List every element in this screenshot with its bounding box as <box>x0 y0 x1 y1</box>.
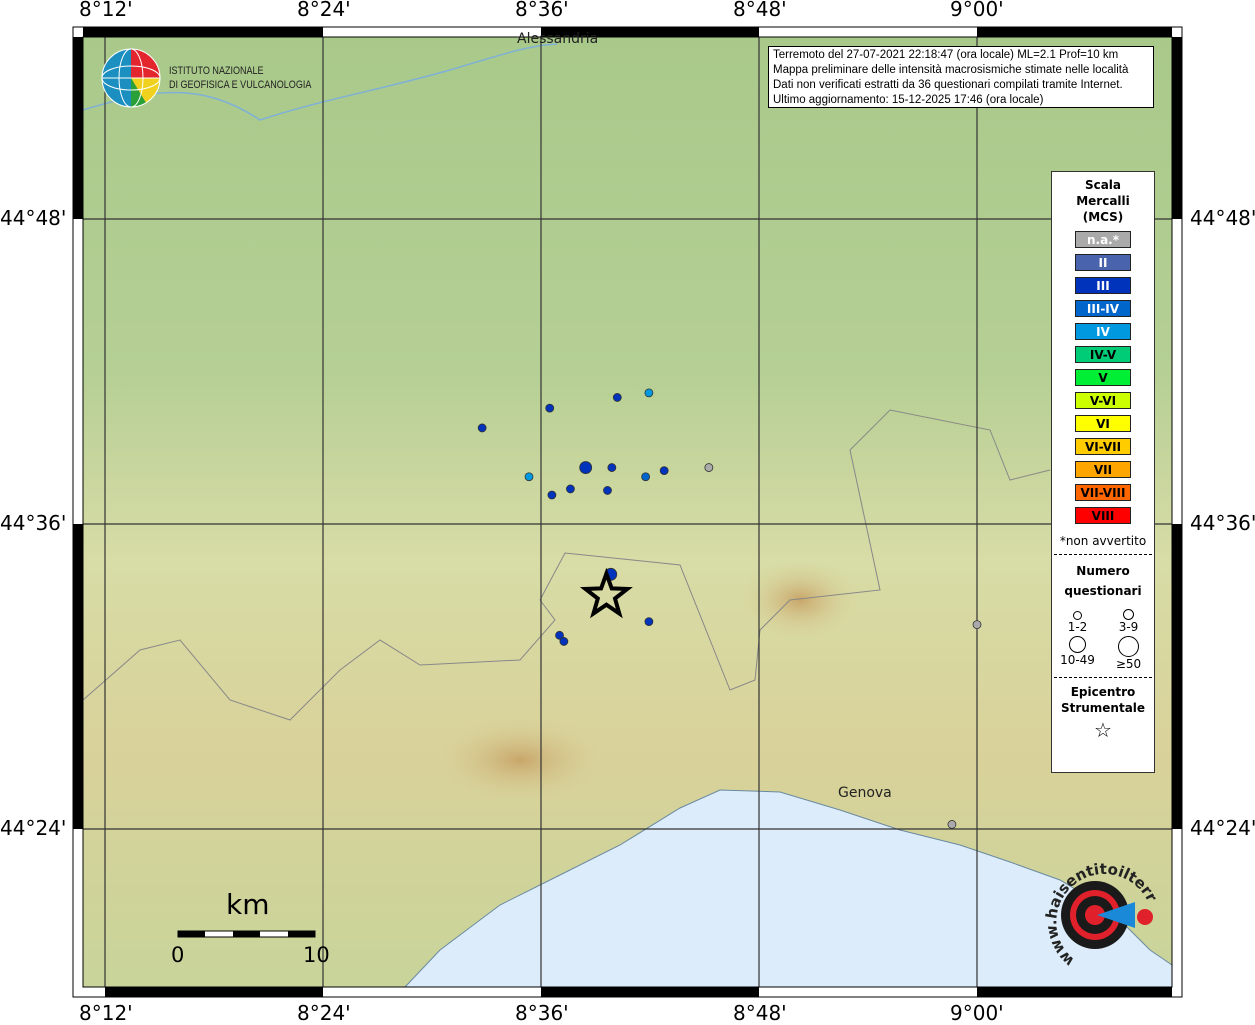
intensity-point[interactable] <box>555 630 564 640</box>
lat-tick-left: 44°24' <box>0 816 67 840</box>
intensity-point[interactable] <box>566 484 575 494</box>
event-summary: Terremoto del 27-07-2021 22:18:47 (ora l… <box>773 49 1119 61</box>
lon-tick-bottom: 8°36' <box>515 1001 569 1025</box>
legend-title: Mercalli <box>1076 194 1130 208</box>
circle-size-icon <box>1073 611 1082 620</box>
legend-swatch: n.a.* <box>1075 231 1131 248</box>
circle-size-icon <box>1123 609 1134 620</box>
divider <box>1054 677 1152 678</box>
relief <box>430 715 610 805</box>
count-label: ≥50 <box>1115 657 1142 671</box>
data-note: Dati non verificati estratti da 36 quest… <box>773 79 1123 91</box>
legend-swatch: VIII <box>1075 507 1131 524</box>
circle-size-icon <box>1069 636 1086 653</box>
map-description: Mappa preliminare delle intensità macros… <box>773 64 1129 76</box>
intensity-points <box>477 388 982 829</box>
intensity-point[interactable] <box>579 461 593 474</box>
ingv-logo <box>101 48 161 108</box>
legend-swatch: IV-V <box>1075 346 1131 363</box>
graticule <box>83 37 1172 987</box>
lon-tick-top: 8°36' <box>515 0 569 21</box>
admin-boundary <box>539 409 1051 691</box>
lat-tick-right: 44°48' <box>1190 206 1255 230</box>
relief <box>740 560 860 640</box>
count-label: 1-2 <box>1067 620 1088 634</box>
place-label: Genova <box>838 785 892 801</box>
epicenter-title: Strumentale <box>1060 701 1146 715</box>
scale-unit: km <box>226 888 270 921</box>
legend-swatch: VII-VIII <box>1075 484 1131 501</box>
intensity-point[interactable] <box>559 637 569 646</box>
lat-tick-left: 44°48' <box>0 206 67 230</box>
legend-swatch: V <box>1075 369 1131 386</box>
legend-swatch: III-IV <box>1075 300 1131 317</box>
legend-swatch: V-VI <box>1075 392 1131 409</box>
legend-title: Scala <box>1084 178 1122 192</box>
intensity-point[interactable] <box>612 393 622 402</box>
intensity-point[interactable] <box>972 620 982 630</box>
legend-swatch: IV <box>1075 323 1131 340</box>
intensity-point[interactable] <box>641 472 651 482</box>
place-label: Alessandria <box>517 31 599 47</box>
legend-swatch: VII <box>1075 461 1131 478</box>
lat-tick-left: 44°36' <box>0 511 67 535</box>
count-label: 10-49 <box>1060 653 1095 667</box>
scale-max: 10 <box>303 943 330 967</box>
lon-tick-top: 8°48' <box>733 0 787 21</box>
count-label: 3-9 <box>1118 620 1139 634</box>
lat-tick-right: 44°36' <box>1190 511 1255 535</box>
epicenter-star-icon[interactable] <box>579 567 633 619</box>
map-frame <box>72 26 1183 998</box>
legend-swatch: VI-VII <box>1075 438 1131 455</box>
last-update: Ultimo aggiornamento: 15-12-2025 17:46 (… <box>773 94 1044 106</box>
lon-tick-top: 8°12' <box>79 0 133 21</box>
count-title: Numero <box>1076 564 1130 578</box>
legend-swatch: III <box>1075 277 1131 294</box>
admin-boundary <box>82 599 556 721</box>
intensity-point[interactable] <box>659 466 669 476</box>
intensity-point[interactable] <box>644 388 654 398</box>
legend-title: (MCS) <box>1082 210 1124 224</box>
sea <box>403 789 1173 988</box>
intensity-point[interactable] <box>644 617 654 626</box>
legend-swatch: VI <box>1075 415 1131 432</box>
river <box>82 43 558 121</box>
star-icon: ☆ <box>1094 718 1112 742</box>
lon-tick-top: 8°24' <box>297 0 351 21</box>
intensity-point[interactable] <box>545 403 555 413</box>
divider <box>1054 554 1152 555</box>
lon-tick-bottom: 8°48' <box>733 1001 787 1025</box>
legend-note: *non avvertito <box>1059 534 1147 548</box>
intensity-point[interactable] <box>477 423 487 433</box>
circle-size-icon <box>1118 636 1139 657</box>
intensity-point[interactable] <box>547 490 557 500</box>
haisentito-logo: www.haisentitoilterremoto.it <box>1035 860 1160 970</box>
intensity-point[interactable] <box>607 463 617 472</box>
ingv-logo-text: ISTITUTO NAZIONALE DI GEOFISICA E VULCANO… <box>169 65 312 91</box>
scale-bar <box>177 930 316 938</box>
intensity-point[interactable] <box>704 463 714 472</box>
intensity-point[interactable] <box>947 820 957 829</box>
lat-tick-right: 44°24' <box>1190 816 1255 840</box>
lon-tick-top: 9°00' <box>950 0 1004 21</box>
scale-min: 0 <box>171 943 185 967</box>
lon-tick-bottom: 9°00' <box>950 1001 1004 1025</box>
lon-tick-bottom: 8°12' <box>79 1001 133 1025</box>
legend-swatch: II <box>1075 254 1131 271</box>
intensity-point[interactable] <box>524 472 534 482</box>
count-title: questionari <box>1064 584 1142 598</box>
epicenter-title: Epicentro <box>1070 685 1136 699</box>
event-info-box: Terremoto del 27-07-2021 22:18:47 (ora l… <box>768 46 1154 108</box>
legend: Scala Mercalli (MCS) n.a.* II III III-IV IV IV-… <box>1051 171 1155 773</box>
intensity-point[interactable] <box>603 486 612 495</box>
lon-tick-bottom: 8°24' <box>297 1001 351 1025</box>
